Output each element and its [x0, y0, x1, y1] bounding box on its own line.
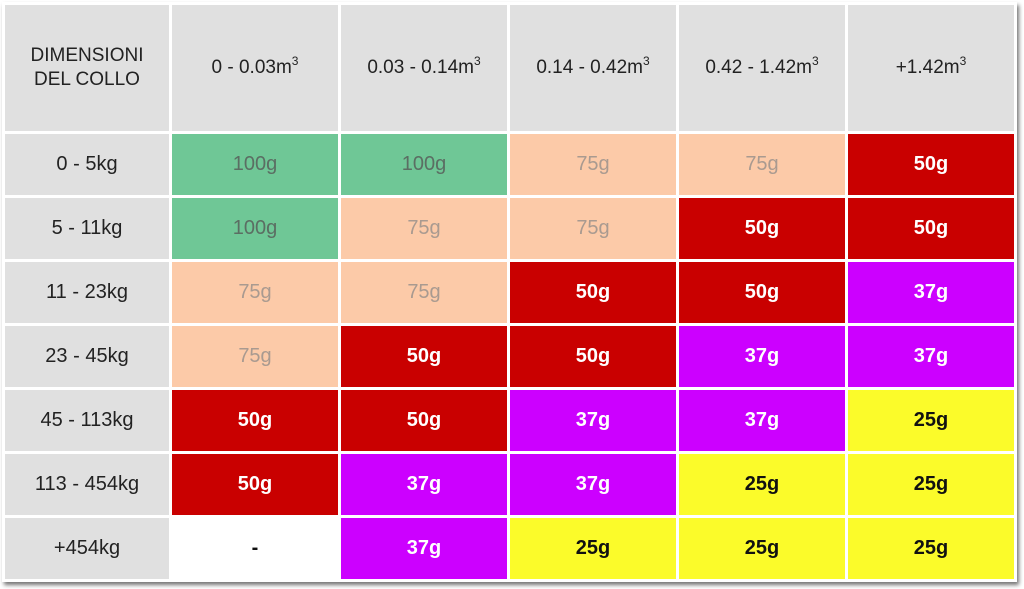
column-header: +1.42m3 — [848, 5, 1014, 131]
rate-cell: 50g — [510, 325, 676, 387]
column-header-text: 0.14 - 0.42m — [536, 57, 643, 79]
row-label: 11 - 23kg — [5, 261, 169, 323]
rate-cell: 50g — [341, 325, 507, 387]
rate-cell: 100g — [172, 197, 338, 259]
rate-cell: 50g — [679, 261, 845, 323]
corner-header: DIMENSIONI DEL COLLO — [5, 5, 169, 131]
rate-cell: 37g — [848, 261, 1014, 323]
rate-cell: 25g — [848, 453, 1014, 515]
rate-cell: 50g — [848, 197, 1014, 259]
column-header-sup: 3 — [291, 54, 299, 69]
rate-cell: 75g — [341, 261, 507, 323]
rate-cell: 100g — [172, 133, 338, 195]
rate-cell: 37g — [848, 325, 1014, 387]
column-header: 0.42 - 1.42m3 — [679, 5, 845, 131]
column-header-text: 0 - 0.03m — [211, 57, 292, 79]
row-label: 45 - 113kg — [5, 389, 169, 451]
rate-cell: 50g — [510, 261, 676, 323]
table-row: 0 - 5kg 100g 100g 75g 75g 50g — [5, 133, 1014, 195]
rate-cell: 75g — [172, 261, 338, 323]
rate-cell: 37g — [341, 453, 507, 515]
row-label: 113 - 454kg — [5, 453, 169, 515]
row-label: +454kg — [5, 517, 169, 579]
table-row: 113 - 454kg 50g 37g 37g 25g 25g — [5, 453, 1014, 515]
column-header-text: 0.42 - 1.42m — [705, 57, 812, 79]
rate-cell: 25g — [510, 517, 676, 579]
column-header-sup: 3 — [473, 54, 481, 69]
table-row: +454kg - 37g 25g 25g 25g — [5, 517, 1014, 579]
rate-cell: 100g — [341, 133, 507, 195]
rate-cell: 75g — [510, 197, 676, 259]
column-header-sup: 3 — [642, 54, 650, 69]
column-header: 0 - 0.03m3 — [172, 5, 338, 131]
rate-cell: 37g — [679, 389, 845, 451]
table-row: 45 - 113kg 50g 50g 37g 37g 25g — [5, 389, 1014, 451]
rate-cell: 25g — [848, 517, 1014, 579]
corner-label-line1: DIMENSIONI — [30, 45, 144, 67]
rate-cell: - — [172, 517, 338, 579]
rate-cell: 50g — [848, 133, 1014, 195]
column-header-sup: 3 — [959, 54, 967, 69]
rate-cell: 25g — [679, 517, 845, 579]
column-header-text: +1.42m — [895, 57, 960, 79]
table-row: 5 - 11kg 100g 75g 75g 50g 50g — [5, 197, 1014, 259]
column-header-text: 0.03 - 0.14m — [367, 57, 474, 79]
table-row: 23 - 45kg 75g 50g 50g 37g 37g — [5, 325, 1014, 387]
rate-cell: 25g — [848, 389, 1014, 451]
rate-cell: 37g — [341, 517, 507, 579]
column-header-sup: 3 — [811, 54, 819, 69]
rate-cell: 25g — [679, 453, 845, 515]
rate-cell: 75g — [679, 133, 845, 195]
rate-cell: 75g — [172, 325, 338, 387]
column-header: 0.03 - 0.14m3 — [341, 5, 507, 131]
column-header: 0.14 - 0.42m3 — [510, 5, 676, 131]
rate-cell: 37g — [679, 325, 845, 387]
corner-label-line2: DEL COLLO — [34, 68, 140, 90]
row-label: 5 - 11kg — [5, 197, 169, 259]
row-label: 0 - 5kg — [5, 133, 169, 195]
header-row: DIMENSIONI DEL COLLO 0 - 0.03m3 0.03 - 0… — [5, 5, 1014, 131]
rate-cell: 37g — [510, 453, 676, 515]
table-frame: DIMENSIONI DEL COLLO 0 - 0.03m3 0.03 - 0… — [2, 2, 1017, 582]
rate-table: DIMENSIONI DEL COLLO 0 - 0.03m3 0.03 - 0… — [2, 2, 1017, 582]
rate-cell: 50g — [341, 389, 507, 451]
rate-cell: 75g — [510, 133, 676, 195]
rate-cell: 37g — [510, 389, 676, 451]
rate-cell: 50g — [679, 197, 845, 259]
table-row: 11 - 23kg 75g 75g 50g 50g 37g — [5, 261, 1014, 323]
rate-cell: 50g — [172, 453, 338, 515]
rate-cell: 50g — [172, 389, 338, 451]
row-label: 23 - 45kg — [5, 325, 169, 387]
rate-cell: 75g — [341, 197, 507, 259]
